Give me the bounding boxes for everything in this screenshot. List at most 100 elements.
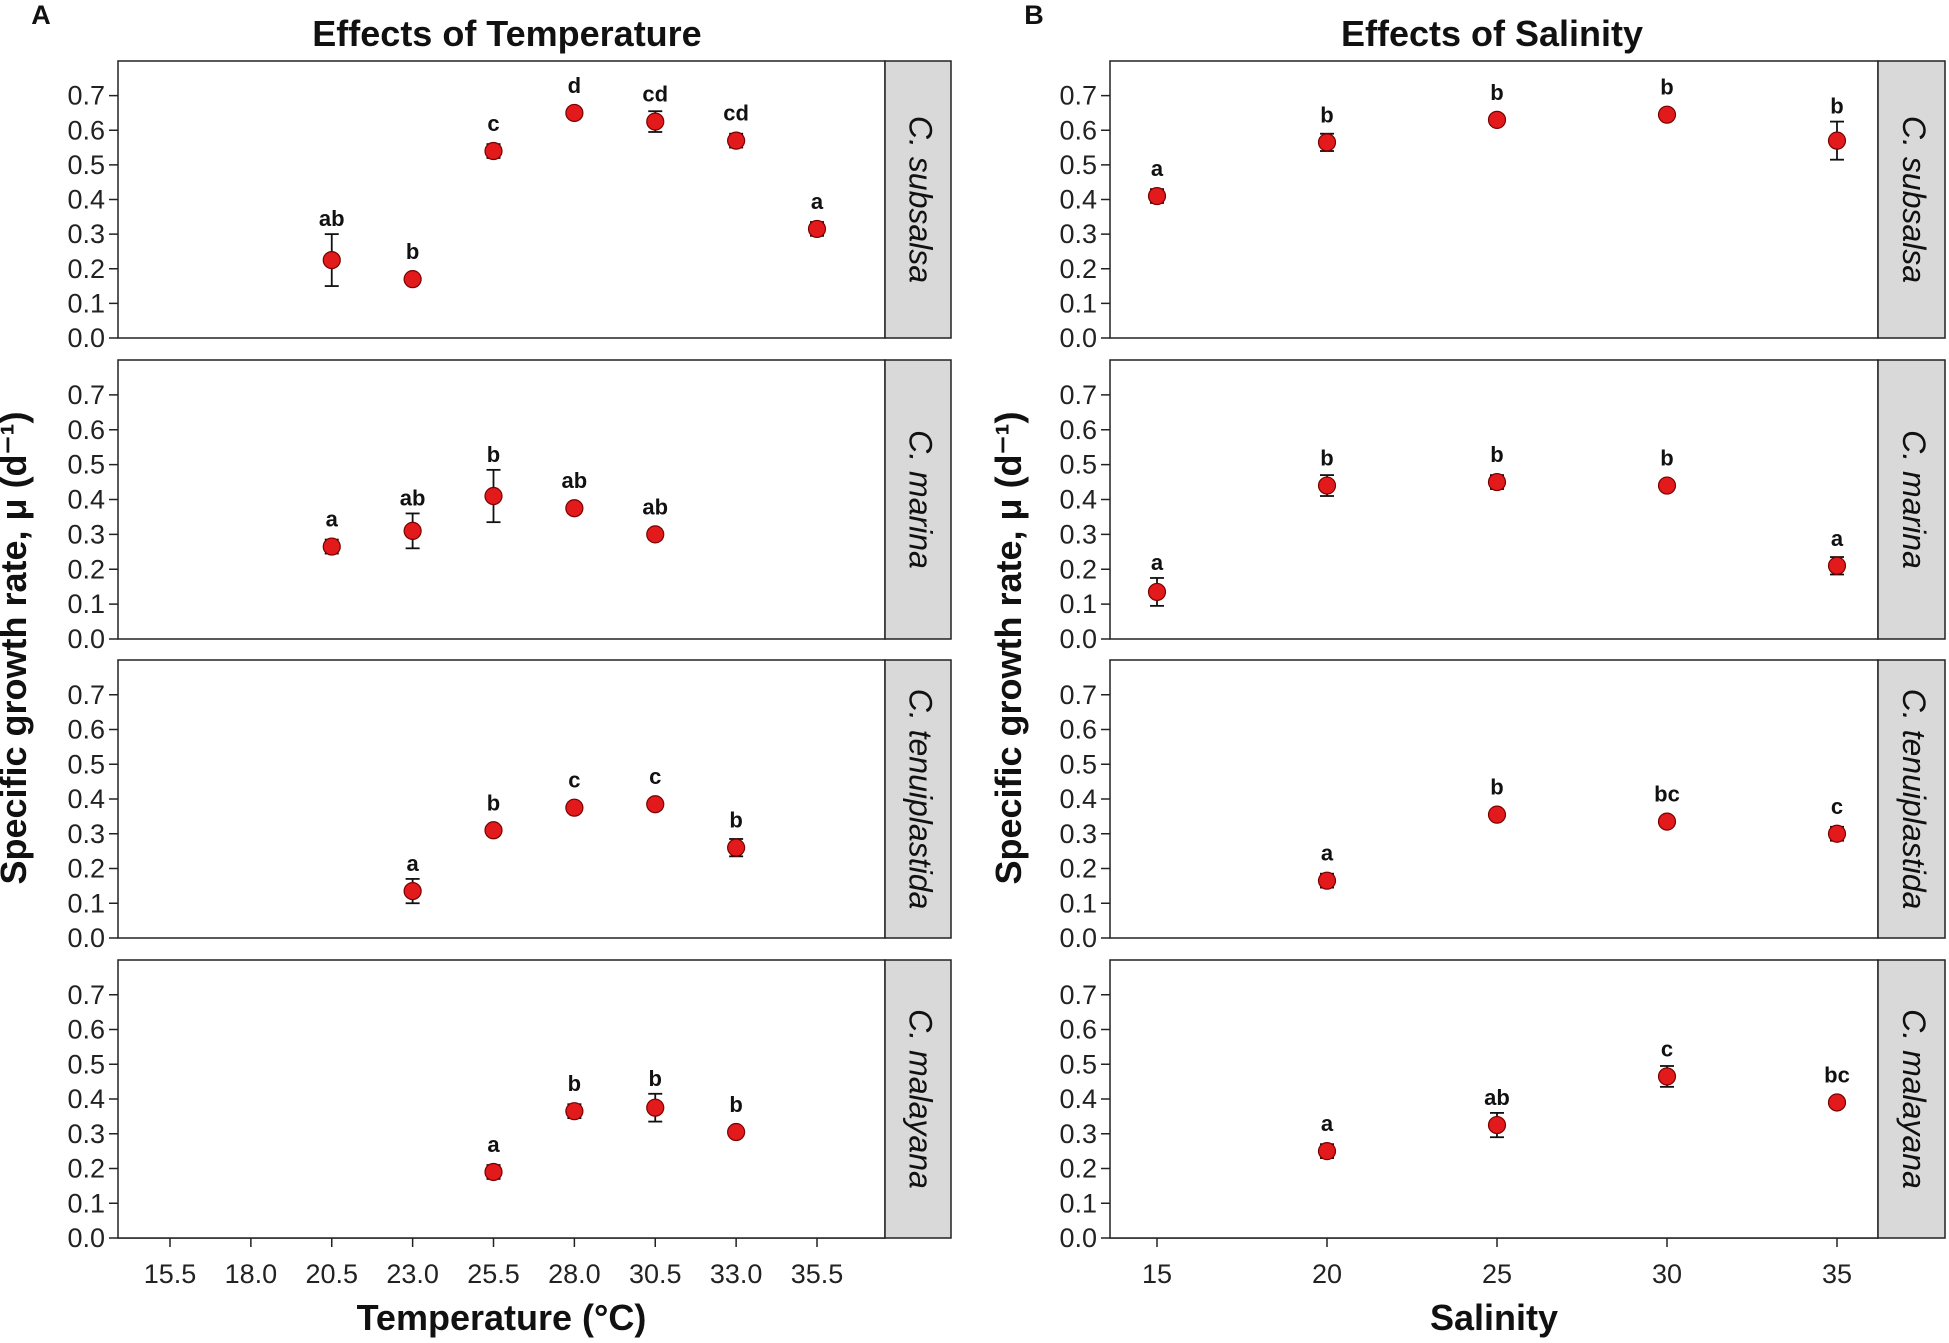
significance-letter: ab <box>562 468 588 493</box>
facet-label: C. tenuiplastida <box>1896 689 1932 910</box>
y-tick-label: 0.7 <box>67 380 105 410</box>
data-point-group: a <box>807 189 827 239</box>
y-tick-label: 0.0 <box>67 923 105 953</box>
y-tick-label: 0.3 <box>1059 819 1097 849</box>
y-tick-label: 0.5 <box>67 1049 105 1079</box>
plot-frame <box>1109 959 1879 1239</box>
y-tick-label: 0.3 <box>1059 1119 1097 1149</box>
significance-letter: ab <box>642 494 668 519</box>
significance-letter: b <box>1320 446 1333 471</box>
significance-letter: b <box>729 1092 742 1117</box>
y-tick-label: 0.5 <box>1059 1049 1097 1079</box>
significance-letter: bc <box>1654 782 1680 807</box>
y-axis-label: Specific growth rate, μ (d⁻¹) <box>0 411 34 884</box>
y-tick-label: 0.2 <box>1059 1154 1097 1184</box>
y-tick-label: 0.0 <box>67 1223 105 1253</box>
significance-letter: b <box>406 239 419 264</box>
facet-strip <box>884 959 952 1239</box>
data-point <box>646 112 665 131</box>
data-point-group: b <box>1487 775 1507 824</box>
data-point-group: b <box>646 1066 665 1123</box>
y-tick-label: 0.3 <box>67 1119 105 1149</box>
facet-strip <box>1877 959 1946 1239</box>
panel-b: B Effects of Salinity Salinity Specific gro… <box>988 0 1946 1338</box>
y-tick-label: 0.4 <box>1059 185 1097 215</box>
data-point-group: ab <box>1484 1085 1510 1139</box>
data-point-group: c <box>1827 794 1847 843</box>
data-point <box>646 525 665 544</box>
data-point-group: c <box>646 764 665 814</box>
significance-letter: cd <box>642 82 668 107</box>
significance-letter: ab <box>400 485 426 510</box>
data-point <box>727 1122 746 1142</box>
y-tick-label: 0.0 <box>67 624 105 654</box>
significance-letter: b <box>568 1071 581 1096</box>
y-tick-label: 0.7 <box>1059 380 1097 410</box>
data-point <box>1147 582 1167 602</box>
significance-letter: bc <box>1824 1062 1850 1087</box>
facet-label: C. subsalsa <box>1896 116 1932 283</box>
data-point-group: b <box>403 239 422 289</box>
y-tick-label: 0.7 <box>1059 980 1097 1010</box>
y-tick-label: 0.6 <box>67 715 105 745</box>
data-point <box>1657 105 1677 124</box>
data-point <box>484 821 503 840</box>
y-tick-label: 0.1 <box>67 589 105 619</box>
data-point-group: ab <box>400 485 426 550</box>
facet-label: C. marina <box>1896 430 1932 569</box>
data-point-group: a <box>1317 1111 1337 1161</box>
significance-letter: a <box>1321 841 1334 866</box>
y-tick-label: 0.1 <box>1059 1188 1097 1218</box>
y-tick-label: 0.6 <box>1059 1015 1097 1045</box>
x-tick-label: 18.0 <box>225 1259 278 1289</box>
facet-label: C. subsalsa <box>903 116 939 283</box>
y-tick-label: 0.6 <box>1059 415 1097 445</box>
data-point-group: b <box>1487 80 1507 129</box>
x-tick-label: 30.5 <box>629 1259 682 1289</box>
data-point <box>1657 476 1677 495</box>
y-tick-label: 0.0 <box>1059 323 1097 353</box>
significance-letter: b <box>487 442 500 467</box>
y-tick-label: 0.4 <box>1059 1084 1097 1114</box>
data-point <box>646 795 665 814</box>
y-tick-label: 0.6 <box>67 415 105 445</box>
data-point <box>646 1098 665 1117</box>
facet-cmarina: C. marina 0.0 0.1 0.2 0.3 0.4 0.5 0.6 0.7 a ab b ab a… <box>67 359 952 654</box>
data-point <box>484 486 503 506</box>
y-tick-label: 0.4 <box>67 784 105 814</box>
facet-cmalayana: C. malayana 0.0 0.1 0.2 0.3 0.4 0.5 0.6 0.7 a ab c b… <box>1059 959 1946 1253</box>
x-axis-label: Salinity <box>1430 1297 1558 1338</box>
data-point <box>1147 186 1167 206</box>
facet-strip <box>1877 359 1946 640</box>
y-axis-label: Specific growth rate, μ (d⁻¹) <box>988 411 1029 884</box>
data-point-group: a <box>484 1132 503 1182</box>
data-point-group: d <box>565 73 584 123</box>
data-point <box>1827 1093 1847 1112</box>
facet-cmalayana: C. malayana 0.0 0.1 0.2 0.3 0.4 0.5 0.6 0.7 a b b b <box>67 959 952 1253</box>
y-tick-label: 0.4 <box>1059 485 1097 515</box>
y-tick-label: 0.7 <box>67 980 105 1010</box>
significance-letter: b <box>1490 775 1503 800</box>
y-tick-label: 0.6 <box>67 115 105 145</box>
significance-letter: c <box>1831 794 1843 819</box>
data-point <box>484 141 503 161</box>
significance-letter: cd <box>723 101 749 126</box>
data-point-group: b <box>727 808 746 858</box>
y-tick-label: 0.1 <box>1059 288 1097 318</box>
significance-letter: c <box>568 768 580 793</box>
data-point-group: b <box>1317 102 1337 152</box>
facet-strip <box>884 60 952 339</box>
y-tick-label: 0.3 <box>1059 519 1097 549</box>
data-point <box>322 537 341 556</box>
y-tick-label: 0.4 <box>67 485 105 515</box>
y-tick-label: 0.3 <box>67 519 105 549</box>
data-point-group: c <box>1657 1036 1677 1088</box>
data-point-group: b <box>565 1071 584 1121</box>
x-tick-label: 33.0 <box>710 1259 763 1289</box>
significance-letter: b <box>1660 446 1673 471</box>
significance-letter: b <box>729 808 742 833</box>
significance-letter: b <box>1830 94 1843 119</box>
significance-letter: c <box>487 111 499 136</box>
y-tick-label: 0.2 <box>1059 254 1097 284</box>
